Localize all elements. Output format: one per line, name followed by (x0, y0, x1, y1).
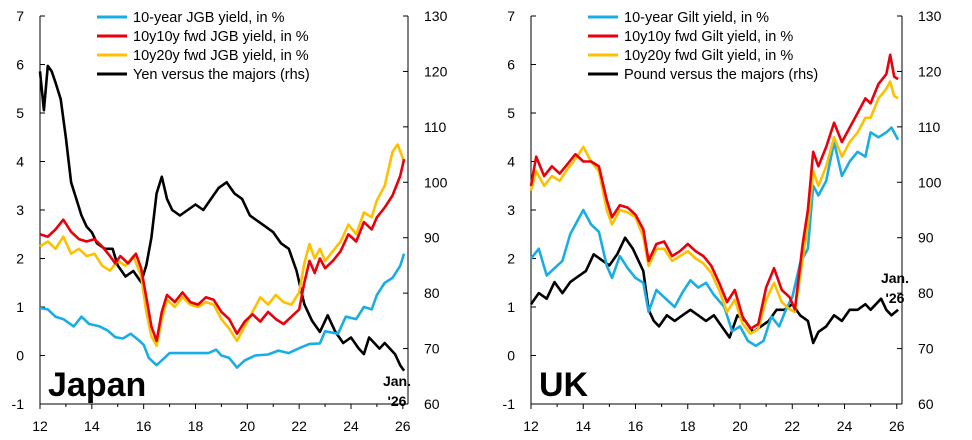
left-tick-label: 5 (16, 105, 24, 121)
left-tick-label: 4 (507, 154, 515, 170)
x-tick-label: 18 (188, 418, 204, 434)
right-tick-label: 80 (918, 285, 934, 301)
right-tick-label: 130 (424, 8, 448, 24)
right-tick-label: 110 (918, 119, 941, 135)
date-annotation: Jan. (383, 373, 411, 389)
legend-label: 10-year Gilt yield, in % (624, 10, 769, 26)
legend-label: 10y10y fwd JGB yield, in % (133, 29, 309, 45)
legend-label: 10y20y fwd JGB yield, in % (133, 48, 309, 64)
series-line-black (529, 236, 899, 345)
x-tick-label: 14 (84, 418, 100, 434)
x-tick-label: 22 (784, 418, 800, 434)
left-tick-label: 2 (16, 251, 24, 267)
x-tick-label: 24 (343, 418, 359, 434)
x-tick-label: 26 (889, 418, 905, 434)
left-tick-label: -1 (12, 396, 25, 412)
series-line-blue (529, 126, 900, 348)
right-tick-label: 60 (424, 396, 440, 412)
x-tick-label: 16 (136, 418, 152, 434)
date-annotation: '26 (388, 393, 407, 409)
legend-label: 10y20y fwd Gilt yield, in % (624, 48, 793, 64)
date-annotation: '26 (886, 290, 905, 306)
series-line-blue (39, 253, 406, 369)
right-tick-label: 120 (918, 63, 942, 79)
legend-label: 10y10y fwd Gilt yield, in % (624, 29, 793, 45)
right-tick-label: 70 (918, 341, 934, 357)
left-tick-label: 3 (16, 202, 24, 218)
x-tick-label: 22 (291, 418, 307, 434)
right-tick-label: 90 (918, 230, 934, 246)
series-line-black (38, 64, 406, 372)
left-tick-label: 6 (507, 57, 515, 73)
series-line-orange (39, 143, 406, 348)
x-tick-label: 14 (575, 418, 591, 434)
x-tick-label: 16 (628, 418, 644, 434)
left-tick-label: 1 (16, 299, 24, 315)
left-tick-label: 0 (16, 348, 24, 364)
panel-title: Japan (48, 366, 146, 404)
legend-label: 10-year JGB yield, in % (133, 10, 285, 26)
x-tick-label: 26 (395, 418, 411, 434)
left-tick-label: 0 (507, 348, 515, 364)
series-line-red (529, 53, 899, 331)
right-tick-label: 120 (424, 63, 448, 79)
right-tick-label: 70 (424, 341, 440, 357)
right-tick-label: 100 (918, 174, 942, 190)
x-tick-label: 12 (523, 418, 539, 434)
legend-label: Pound versus the majors (rhs) (624, 67, 818, 83)
left-tick-label: 7 (16, 8, 24, 24)
right-tick-label: 130 (918, 8, 942, 24)
right-tick-label: 60 (918, 396, 934, 412)
right-tick-label: 90 (424, 230, 440, 246)
left-tick-label: 2 (507, 251, 515, 267)
left-tick-label: 5 (507, 105, 515, 121)
right-tick-label: 100 (424, 174, 448, 190)
series-line-orange (529, 80, 899, 335)
x-tick-label: 12 (32, 418, 48, 434)
date-annotation: Jan. (881, 270, 909, 286)
left-tick-label: 6 (16, 57, 24, 73)
x-tick-label: 18 (680, 418, 696, 434)
series-line-red (39, 158, 406, 343)
left-tick-label: 3 (507, 202, 515, 218)
x-tick-label: 20 (240, 418, 256, 434)
x-tick-label: 20 (732, 418, 748, 434)
left-tick-label: -1 (503, 396, 516, 412)
right-tick-label: 110 (424, 119, 447, 135)
right-tick-label: 80 (424, 285, 440, 301)
x-tick-label: 24 (837, 418, 853, 434)
left-tick-label: 1 (507, 299, 515, 315)
left-tick-label: 7 (507, 8, 515, 24)
left-tick-label: 4 (16, 154, 24, 170)
legend-label: Yen versus the majors (rhs) (133, 67, 310, 83)
panel-title: UK (539, 366, 589, 404)
